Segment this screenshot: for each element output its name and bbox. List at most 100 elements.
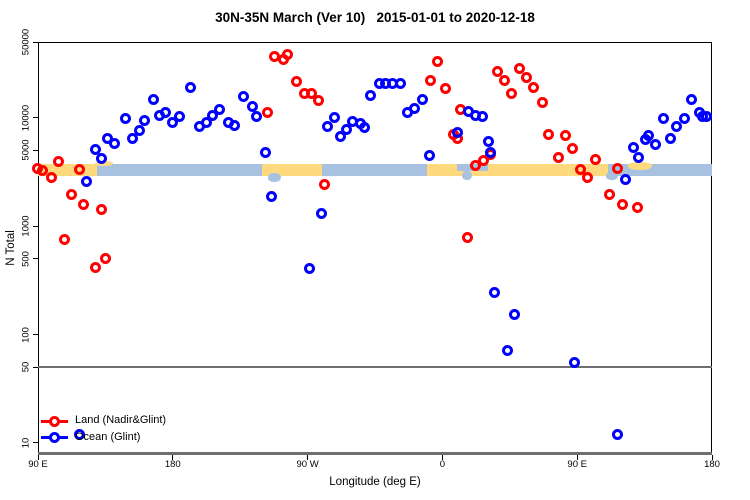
y-axis-label: N Total — [5, 230, 17, 266]
data-point-ocean — [482, 136, 494, 148]
surface-band-ocean — [97, 163, 263, 177]
legend-marker — [49, 415, 60, 427]
data-point-land — [90, 261, 102, 273]
data-point-land — [520, 72, 532, 84]
data-point-land — [74, 164, 86, 176]
y-tick — [33, 366, 38, 368]
y-tick-label: 500 — [20, 250, 32, 267]
data-point-ocean — [476, 111, 488, 123]
y-tick — [33, 149, 38, 151]
x-tick-label: 90 E — [567, 459, 587, 470]
data-point-ocean — [109, 137, 121, 149]
data-point-ocean — [127, 132, 139, 144]
x-tick — [37, 455, 39, 460]
data-point-land — [52, 155, 64, 167]
data-point-land — [552, 152, 564, 164]
x-tick-label: 90 W — [296, 459, 319, 470]
y-tick — [33, 442, 38, 444]
y-tick-label: 10 — [20, 437, 32, 449]
data-point-land — [440, 82, 452, 94]
data-point-land — [431, 56, 443, 68]
surface-band-ocean — [321, 163, 428, 177]
data-point-ocean — [81, 175, 93, 187]
data-point-land — [261, 106, 273, 118]
data-point-ocean — [394, 78, 406, 90]
surface-band-patch-ocean — [267, 172, 282, 182]
data-point-ocean — [214, 104, 226, 116]
data-point-ocean — [134, 124, 146, 136]
data-point-ocean — [119, 112, 131, 124]
data-point-ocean — [340, 123, 352, 135]
chart-title: 30N-35N March (Ver 10) 2015-01-01 to 202… — [215, 10, 535, 25]
data-point-land — [305, 88, 317, 100]
data-point-land — [559, 129, 571, 141]
data-point-ocean — [251, 111, 263, 123]
data-point-ocean — [167, 116, 179, 128]
x-tick-label: 90 E — [28, 459, 48, 470]
reference-line-50 — [38, 366, 712, 369]
data-point-ocean — [701, 111, 713, 123]
y-tick-label: 5000 — [20, 139, 32, 161]
x-axis-line — [38, 452, 712, 455]
data-point-land — [491, 65, 503, 77]
data-point-ocean — [159, 107, 171, 119]
data-point-land — [312, 95, 324, 107]
data-point-land — [505, 87, 517, 99]
data-point-ocean — [423, 150, 435, 162]
y-tick — [33, 225, 38, 227]
data-point-land — [100, 252, 112, 264]
y-tick — [33, 41, 38, 43]
data-point-ocean — [484, 146, 496, 158]
data-point-ocean — [642, 130, 654, 142]
data-point-ocean — [304, 262, 316, 274]
data-point-ocean — [237, 91, 249, 103]
data-point-ocean — [649, 139, 661, 151]
x-tick-label: 180 — [164, 459, 181, 470]
data-point-ocean — [671, 121, 683, 133]
data-point-ocean — [632, 152, 644, 164]
y-tick-label: 10000 — [20, 104, 32, 131]
x-tick — [441, 455, 443, 460]
y-tick — [33, 117, 38, 119]
data-point-ocean — [321, 120, 333, 132]
data-point-land — [542, 128, 554, 140]
data-point-land — [616, 199, 628, 211]
data-point-ocean — [359, 122, 371, 134]
data-point-ocean — [147, 94, 159, 106]
y-tick — [33, 258, 38, 260]
y-tick-label: 50000 — [20, 28, 32, 56]
data-point-land — [477, 154, 489, 166]
x-tick — [172, 455, 174, 460]
legend-marker — [49, 432, 60, 443]
data-point-ocean — [501, 344, 513, 356]
data-point-ocean — [679, 112, 691, 124]
data-point-ocean — [657, 112, 669, 124]
x-tick-label: 180 — [704, 459, 720, 470]
data-point-ocean — [328, 112, 340, 124]
data-point-ocean — [73, 428, 85, 440]
x-tick — [576, 455, 578, 460]
data-point-ocean — [266, 191, 278, 203]
data-point-land — [281, 48, 293, 60]
data-point-land — [37, 165, 49, 177]
data-point-land — [498, 74, 510, 86]
data-point-land — [581, 171, 593, 183]
data-point-ocean — [259, 146, 271, 158]
data-point-land — [66, 189, 78, 201]
data-point-land — [566, 142, 578, 154]
data-point-ocean — [417, 94, 429, 106]
data-point-ocean — [686, 94, 698, 106]
data-point-land — [527, 81, 539, 93]
data-point-land — [469, 160, 481, 172]
surface-band-patch-ocean — [605, 171, 618, 180]
data-point-ocean — [246, 101, 258, 113]
data-point-land — [513, 63, 525, 75]
data-point-ocean — [184, 81, 196, 93]
data-point-ocean — [96, 153, 108, 165]
data-point-land — [611, 162, 623, 174]
data-point-ocean — [334, 131, 346, 143]
surface-band-patch-ocean — [461, 170, 473, 180]
data-point-ocean — [611, 428, 623, 440]
x-tick-label: 0 — [439, 459, 446, 470]
